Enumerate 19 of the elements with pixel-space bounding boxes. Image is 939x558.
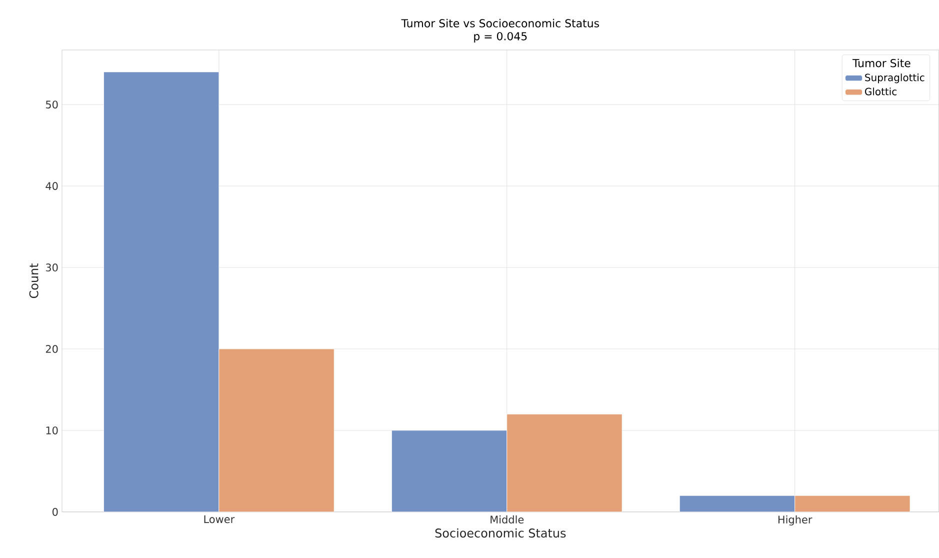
x-tick-label: Higher — [778, 515, 812, 526]
bar — [794, 495, 910, 512]
y-tick-label: 0 — [52, 508, 58, 516]
y-tick-label: 50 — [46, 100, 58, 109]
x-tick-label: Lower — [204, 515, 235, 524]
x-tick-label: Middle — [490, 515, 524, 524]
legend-label: Supraglottic — [865, 74, 924, 84]
chart-title: Tumor Site vs Socioeconomic Status — [401, 18, 599, 28]
x-axis-title: Socioeconomic Status — [435, 528, 566, 538]
y-tick-label: 30 — [46, 264, 58, 272]
y-tick-label: 20 — [46, 345, 58, 353]
chart-subtitle: p = 0.045 — [474, 32, 527, 43]
bar — [218, 348, 334, 512]
legend-label: Glottic — [865, 88, 896, 96]
y-tick-label: 10 — [46, 426, 58, 434]
legend-title: Tumor Site — [852, 58, 910, 68]
bar — [506, 414, 622, 512]
y-tick-label: 40 — [46, 182, 58, 190]
y-axis-title: Count — [29, 264, 38, 298]
